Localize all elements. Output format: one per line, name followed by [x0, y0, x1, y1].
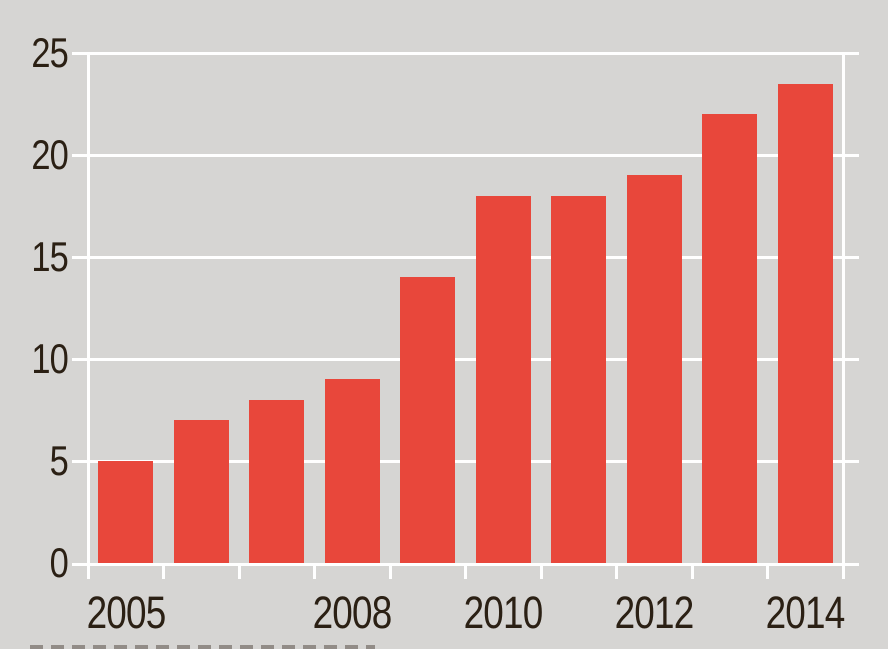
bar-2006 — [173, 420, 229, 563]
plot-right-border — [841, 51, 845, 579]
x-axis-tick — [766, 563, 769, 579]
x-axis-tick — [237, 563, 241, 579]
bar-2011 — [551, 195, 607, 563]
bar-2012 — [626, 175, 682, 563]
bar-2009 — [400, 277, 456, 563]
bar-2013 — [702, 114, 758, 563]
x-axis-tick — [539, 563, 543, 579]
x-tick-label: 2014 — [765, 587, 846, 638]
gridline-20 — [72, 153, 859, 157]
x-tick-label: 2010 — [463, 587, 544, 638]
x-tick-label: 2012 — [614, 587, 695, 638]
y-tick-label: 15 — [31, 233, 68, 280]
x-axis-tick — [313, 563, 316, 579]
y-tick-label: 25 — [31, 29, 68, 76]
y-axis-line — [86, 51, 90, 579]
y-tick-label: 20 — [31, 131, 68, 178]
y-tick-label: 0 — [49, 539, 69, 586]
x-axis-tick — [690, 563, 694, 579]
x-tick-label: 2005 — [86, 587, 166, 638]
gridline-25 — [72, 51, 859, 55]
x-axis-tick — [388, 563, 392, 579]
y-tick-label: 5 — [49, 437, 69, 484]
x-tick-label: 2008 — [312, 587, 393, 638]
gridline-5 — [72, 459, 859, 463]
y-tick-label: 10 — [31, 335, 68, 382]
bar-2008 — [324, 379, 380, 563]
bar-2014 — [777, 83, 833, 563]
gridline-10 — [72, 357, 859, 361]
bar-2010 — [475, 195, 531, 563]
cutoff-caption-fragment — [30, 645, 375, 649]
bar-2007 — [249, 399, 305, 563]
x-axis-tick — [464, 563, 467, 579]
x-axis-tick — [615, 563, 618, 579]
x-axis-tick — [162, 563, 165, 579]
bar-2005 — [98, 461, 154, 563]
gridline-15 — [72, 255, 859, 259]
